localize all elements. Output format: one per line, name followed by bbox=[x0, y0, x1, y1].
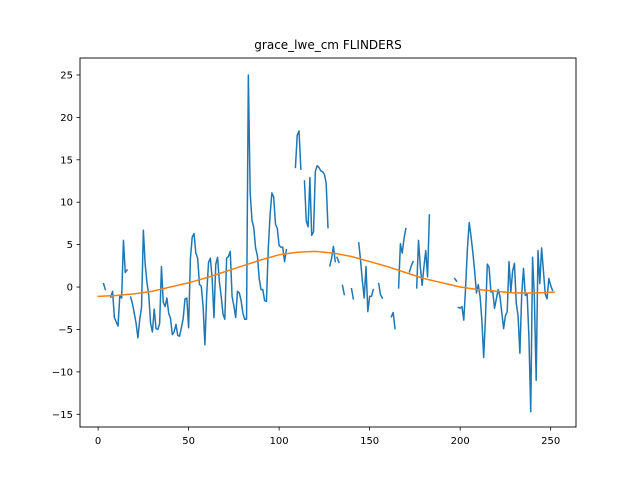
y-tick-label: 25 bbox=[60, 70, 73, 81]
y-tick-label: −15 bbox=[52, 410, 73, 421]
series-1-line-segment-8 bbox=[341, 284, 346, 296]
series-1-line-segment-13 bbox=[397, 227, 407, 289]
series-1-line-segment-14 bbox=[408, 260, 415, 273]
x-axis: 0 50 100 150 200 250 bbox=[95, 427, 560, 447]
x-tick-label: 150 bbox=[360, 436, 379, 447]
series-1-line-segment-15 bbox=[415, 214, 431, 289]
x-tick-label: 200 bbox=[451, 436, 470, 447]
series-1-line-segment-11 bbox=[377, 282, 384, 300]
series-1-line-segment-16 bbox=[453, 277, 458, 283]
y-axis: −15 −10 −5 0 5 10 15 20 25 bbox=[52, 70, 80, 421]
y-tick-label: 15 bbox=[60, 155, 73, 166]
series-1-line-segment-7 bbox=[336, 256, 340, 264]
series-1-line-segment-4 bbox=[294, 130, 302, 170]
series-2-line bbox=[97, 250, 556, 298]
series-1-line-segment-2 bbox=[109, 239, 129, 327]
x-tick-label: 50 bbox=[182, 436, 195, 447]
series-1-line-segment-17 bbox=[457, 221, 554, 413]
axes-frame bbox=[79, 57, 577, 428]
y-tick-label: 20 bbox=[60, 113, 73, 124]
y-tick-label: 10 bbox=[60, 198, 73, 209]
series-1-line-segment-5 bbox=[303, 164, 329, 237]
series-1-line-segment-3 bbox=[129, 74, 288, 346]
y-tick-label: −5 bbox=[58, 325, 73, 336]
series-1-line-segment-9 bbox=[350, 287, 355, 300]
series-1-line-segment-10 bbox=[357, 242, 375, 313]
x-tick-label: 100 bbox=[270, 436, 289, 447]
y-tick-label: 5 bbox=[67, 240, 73, 251]
x-tick-label: 0 bbox=[95, 436, 101, 447]
y-tick-label: −10 bbox=[52, 367, 73, 378]
series-1-line-segment-1 bbox=[102, 282, 107, 291]
x-tick-label: 250 bbox=[541, 436, 560, 447]
series-group bbox=[97, 74, 556, 413]
plot-area bbox=[97, 74, 556, 413]
series-1-line-segment-12 bbox=[390, 311, 396, 330]
y-tick-label: 0 bbox=[67, 283, 73, 294]
chart-title: grace_lwe_cm FLINDERS bbox=[254, 38, 401, 52]
